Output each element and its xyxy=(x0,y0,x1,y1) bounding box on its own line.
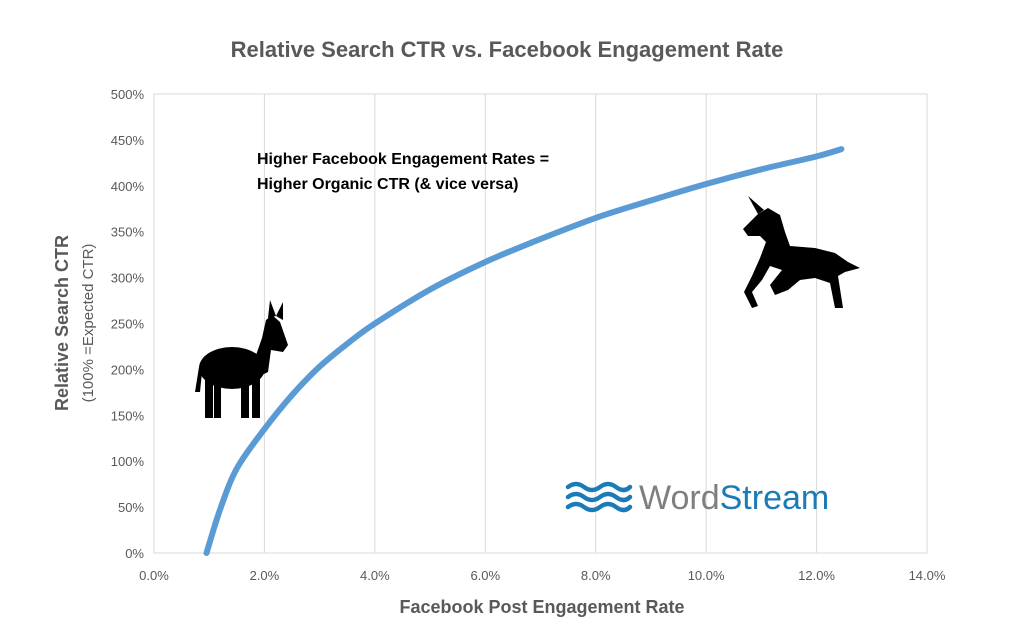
series-layer xyxy=(203,146,845,556)
series-line xyxy=(203,146,845,556)
x-tick-label: 12.0% xyxy=(798,568,835,583)
y-tick-label: 250% xyxy=(111,317,145,332)
annotation-line-1: Higher Facebook Engagement Rates = xyxy=(257,151,549,168)
y-tick-label: 200% xyxy=(111,362,145,377)
x-axis-title: Facebook Post Engagement Rate xyxy=(399,597,684,617)
y-tick-label: 0% xyxy=(125,546,144,561)
unicorn-icon xyxy=(743,196,860,308)
x-tick-label: 4.0% xyxy=(360,568,390,583)
donkey-icon xyxy=(195,300,288,418)
plot-area xyxy=(153,93,928,554)
logo-stream: Stream xyxy=(720,479,830,517)
x-tick-label: 10.0% xyxy=(688,568,725,583)
x-tick-label: 0.0% xyxy=(139,568,169,583)
x-tick-label: 8.0% xyxy=(581,568,611,583)
y-tick-label: 400% xyxy=(111,179,145,194)
y-tick-label: 300% xyxy=(111,271,145,286)
wordstream-wordmark: WordStream xyxy=(639,479,829,517)
y-tick-label: 350% xyxy=(111,225,145,240)
y-tick-label: 150% xyxy=(111,408,145,423)
x-tick-label: 14.0% xyxy=(909,568,946,583)
wordstream-logo: WordStream xyxy=(565,479,829,517)
logo-word: Word xyxy=(639,479,720,517)
y-axis-subtitle: (100% =Expected CTR) xyxy=(80,244,97,403)
annotation-line-2: Higher Organic CTR (& vice versa) xyxy=(257,176,518,193)
chart-title: Relative Search CTR vs. Facebook Engagem… xyxy=(231,37,784,62)
y-tick-label: 50% xyxy=(118,500,144,515)
y-tick-label: 450% xyxy=(111,133,145,148)
y-axis-title-group: Relative Search CTR (100% =Expected CTR) xyxy=(52,235,97,411)
y-axis-title: Relative Search CTR xyxy=(52,235,72,411)
x-tick-label: 2.0% xyxy=(250,568,280,583)
x-tick-label: 6.0% xyxy=(470,568,500,583)
x-axis: 0.0% 2.0% 4.0% 6.0% 8.0% 10.0% 12.0% 14.0% xyxy=(139,568,946,583)
y-axis: 0% 50% 100% 150% 200% 250% 300% 350% 400% 450% 500… xyxy=(111,87,145,561)
gridlines xyxy=(263,94,818,553)
wordstream-waves-icon xyxy=(565,481,633,513)
y-tick-label: 500% xyxy=(111,87,145,102)
y-tick-label: 100% xyxy=(111,454,145,469)
